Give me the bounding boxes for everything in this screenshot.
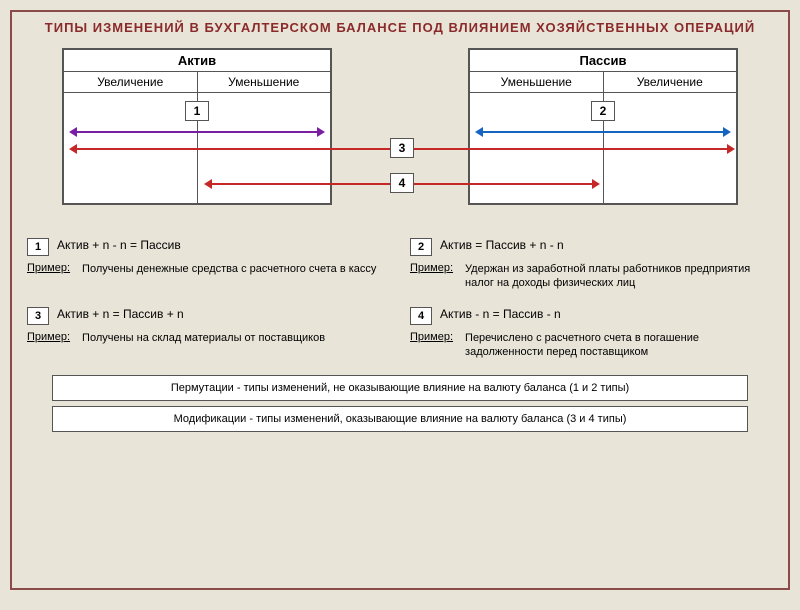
num-box-1: 1 (185, 101, 209, 121)
asset-subheader: Увеличение Уменьшение (64, 72, 330, 93)
example-2: 2 Актив = Пассив + n - n Пример: Удержан… (410, 238, 773, 297)
ex2-label: Пример: (410, 262, 453, 274)
asset-header: Актив (64, 50, 330, 72)
ex3-text: Получены на склад материалы от поставщик… (82, 331, 325, 345)
example-1: 1 Актив + n - n = Пассив Пример: Получен… (27, 238, 390, 297)
num-box-4: 4 (390, 173, 414, 193)
ex3-label: Пример: (27, 331, 70, 343)
examples-row-2: 3 Актив + n = Пассив + n Пример: Получен… (12, 302, 788, 371)
diagram-area: Актив Увеличение Уменьшение Пассив Умень… (12, 43, 788, 233)
ex1-label: Пример: (27, 262, 70, 274)
examples-row-1: 1 Актив + n - n = Пассив Пример: Получен… (12, 233, 788, 302)
liability-subheader: Уменьшение Увеличение (470, 72, 736, 93)
ex4-text: Перечислено с расчетного счета в погашен… (465, 331, 773, 360)
liability-header: Пассив (470, 50, 736, 72)
liability-increase: Увеличение (604, 72, 737, 93)
liability-decrease: Уменьшение (470, 72, 604, 93)
ex2-num: 2 (410, 238, 432, 256)
asset-table: Актив Увеличение Уменьшение (62, 48, 332, 205)
ex2-text: Удержан из заработной платы работников п… (465, 262, 773, 291)
arrow-1 (77, 131, 317, 133)
example-4: 4 Актив - n = Пассив - n Пример: Перечис… (410, 307, 773, 366)
note-modifications: Модификации - типы изменений, оказывающи… (52, 406, 748, 432)
asset-decrease: Уменьшение (198, 72, 331, 93)
ex1-text: Получены денежные средства с расчетного … (82, 262, 376, 276)
asset-increase: Увеличение (64, 72, 198, 93)
ex1-formula: Актив + n - n = Пассив (57, 238, 181, 252)
arrow-2 (483, 131, 723, 133)
ex4-num: 4 (410, 307, 432, 325)
note-permutations: Пермутации - типы изменений, не оказываю… (52, 375, 748, 401)
page-title: ТИПЫ ИЗМЕНЕНИЙ В БУХГАЛТЕРСКОМ БАЛАНСЕ П… (12, 12, 788, 43)
ex3-formula: Актив + n = Пассив + n (57, 307, 184, 321)
num-box-3: 3 (390, 138, 414, 158)
ex3-num: 3 (27, 307, 49, 325)
ex4-label: Пример: (410, 331, 453, 343)
ex4-formula: Актив - n = Пассив - n (440, 307, 561, 321)
liability-table: Пассив Уменьшение Увеличение (468, 48, 738, 205)
num-box-2: 2 (591, 101, 615, 121)
ex2-formula: Актив = Пассив + n - n (440, 238, 564, 252)
example-3: 3 Актив + n = Пассив + n Пример: Получен… (27, 307, 390, 366)
ex1-num: 1 (27, 238, 49, 256)
main-frame: ТИПЫ ИЗМЕНЕНИЙ В БУХГАЛТЕРСКОМ БАЛАНСЕ П… (10, 10, 790, 590)
